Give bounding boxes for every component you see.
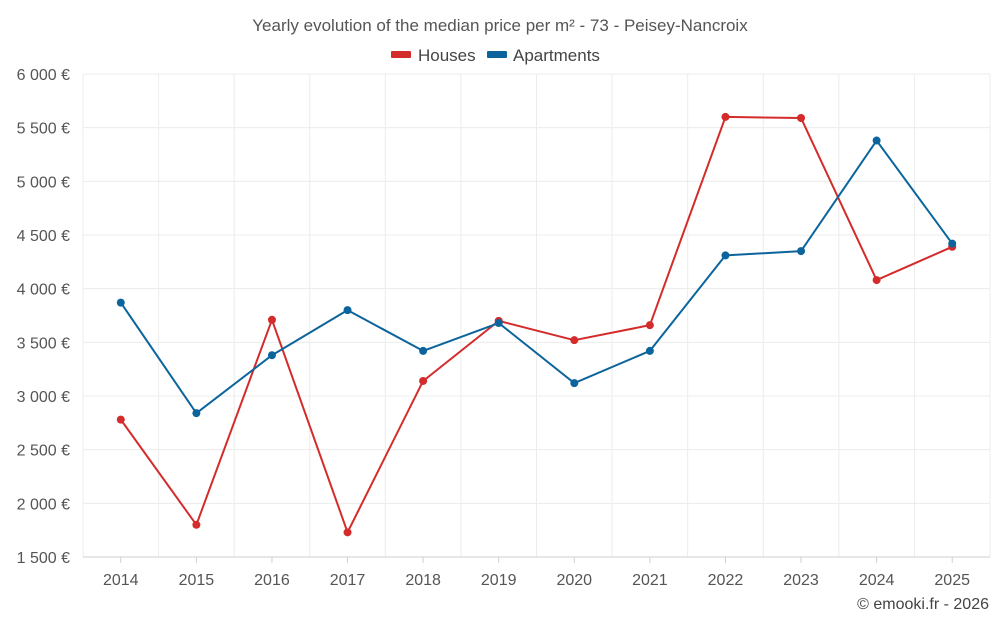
houses-point[interactable] [872,276,881,285]
legend-swatch-apartments [487,51,507,58]
apartments-point[interactable] [797,247,806,256]
houses-line [119,115,953,534]
y-tick-label: 3 000 € [17,389,70,406]
houses-point[interactable] [192,520,201,529]
y-tick-label: 2 000 € [17,496,70,513]
y-tick-label: 4 500 € [17,228,70,245]
apartments-point[interactable] [948,239,957,248]
houses-point[interactable] [721,112,730,121]
apartments-point[interactable] [645,346,654,355]
y-tick-label: 1 500 € [17,550,70,567]
x-tick-label: 2017 [330,572,366,589]
houses-point[interactable] [267,315,276,324]
y-tick-label: 5 500 € [17,121,70,138]
x-tick-label: 2021 [632,572,668,589]
houses-point[interactable] [570,336,579,345]
legend[interactable]: Houses Apartments [391,46,600,65]
houses-point[interactable] [419,376,428,385]
x-tick-label: 2016 [254,572,290,589]
x-tick-label: 2018 [405,572,441,589]
apartments-point[interactable] [721,251,730,260]
legend-item-houses[interactable]: Houses [391,46,476,65]
apartments-line [119,139,954,415]
legend-item-apartments[interactable]: Apartments [487,46,600,65]
apartments-point[interactable] [419,346,428,355]
houses-point[interactable] [116,415,125,424]
apartments-point[interactable] [192,409,201,418]
x-tick-label: 2022 [708,572,744,589]
apartments-point[interactable] [872,136,881,145]
y-tick-label: 3 500 € [17,335,70,352]
y-axis: 1 500 € 2 000 € 2 500 € 3 000 € 3 500 € 4 000… [17,67,70,567]
legend-swatch-houses [391,51,411,58]
credit-text: © emooki.fr - 2026 [857,596,989,613]
x-tick-label: 2019 [481,572,517,589]
series [116,112,957,537]
y-tick-label: 4 000 € [17,282,70,299]
x-tick-label: 2014 [103,572,139,589]
legend-label-apartments: Apartments [513,46,600,65]
apartments-point[interactable] [343,306,352,315]
apartments-point[interactable] [267,351,276,360]
x-tick-label: 2020 [556,572,592,589]
series-apartments [116,136,957,418]
x-tick-label: 2024 [859,572,895,589]
houses-point[interactable] [797,114,806,123]
houses-point[interactable] [645,321,654,330]
x-tick-label: 2023 [783,572,819,589]
chart-title: Yearly evolution of the median price per… [252,16,748,35]
x-tick-label: 2015 [179,572,215,589]
apartments-point[interactable] [570,379,579,388]
legend-label-houses: Houses [418,46,476,65]
grid [82,73,991,558]
y-tick-label: 2 500 € [17,443,70,460]
y-tick-label: 6 000 € [17,67,70,84]
y-tick-label: 5 000 € [17,174,70,191]
apartments-point[interactable] [494,319,503,328]
apartments-point[interactable] [116,298,125,307]
houses-point[interactable] [343,528,352,537]
x-tick-label: 2025 [934,572,970,589]
x-axis: 2014 2015 2016 2017 2018 2019 2020 2021 2022 2023… [83,556,990,589]
